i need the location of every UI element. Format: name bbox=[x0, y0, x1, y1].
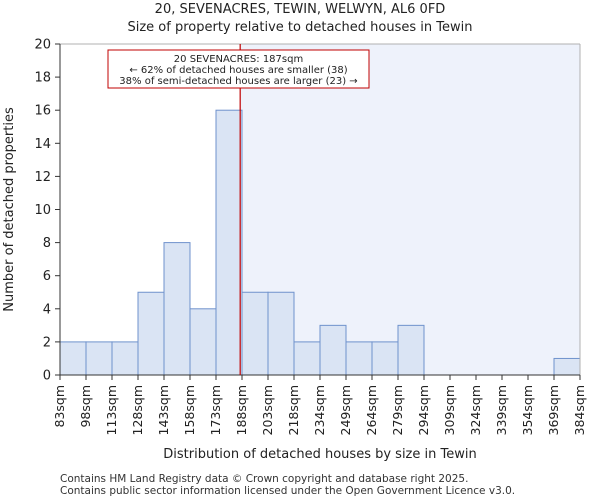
annotation-line-1: 20 SEVENACRES: 187sqm bbox=[174, 54, 303, 65]
histogram-bar bbox=[85, 341, 113, 376]
histogram-bar bbox=[267, 291, 295, 376]
x-tick-label: 324sqm bbox=[468, 385, 483, 435]
y-tick-label: 14 bbox=[34, 137, 51, 152]
histogram-bar bbox=[553, 357, 581, 376]
histogram-bar bbox=[397, 324, 425, 376]
histogram-bar bbox=[345, 341, 373, 376]
y-tick-label: 18 bbox=[34, 71, 51, 86]
x-tick-label: 173sqm bbox=[208, 385, 223, 435]
x-tick-label: 294sqm bbox=[416, 385, 431, 435]
footer-line-1: Contains HM Land Registry data © Crown c… bbox=[60, 473, 469, 485]
x-tick-label: 264sqm bbox=[364, 385, 379, 435]
x-tick-label: 369sqm bbox=[546, 385, 561, 435]
annotation-line-3: 38% of semi-detached houses are larger (… bbox=[119, 76, 357, 87]
x-tick-label: 143sqm bbox=[156, 385, 171, 435]
x-axis-label: Distribution of detached houses by size … bbox=[163, 447, 476, 462]
x-tick-label: 83sqm bbox=[52, 385, 67, 428]
chart-subtitle: Size of property relative to detached ho… bbox=[127, 20, 473, 35]
y-tick-label: 20 bbox=[34, 38, 51, 53]
x-tick-label: 203sqm bbox=[260, 385, 275, 435]
x-tick-label: 384sqm bbox=[572, 385, 587, 435]
x-tick-label: 234sqm bbox=[312, 385, 327, 435]
histogram-bar bbox=[241, 291, 269, 376]
histogram-bar bbox=[189, 308, 217, 376]
x-tick-label: 309sqm bbox=[442, 385, 457, 435]
histogram-bar bbox=[371, 341, 399, 376]
y-tick-label: 4 bbox=[43, 302, 51, 317]
y-tick-label: 16 bbox=[34, 104, 51, 119]
x-tick-label: 98sqm bbox=[78, 385, 93, 428]
x-tick-label: 339sqm bbox=[494, 385, 509, 435]
x-tick-label: 113sqm bbox=[104, 385, 119, 435]
y-tick-label: 0 bbox=[43, 369, 51, 384]
footer-line-2: Contains public sector information licen… bbox=[60, 485, 516, 497]
histogram-bar bbox=[137, 291, 165, 376]
x-tick-label: 158sqm bbox=[182, 385, 197, 435]
x-tick-label: 128sqm bbox=[130, 385, 145, 435]
histogram-bar bbox=[163, 242, 191, 376]
x-tick-label: 188sqm bbox=[234, 385, 249, 435]
x-tick-label: 218sqm bbox=[286, 385, 301, 435]
histogram-bar bbox=[59, 341, 87, 376]
y-axis-label: Number of detached properties bbox=[2, 107, 17, 312]
x-tick-label: 354sqm bbox=[520, 385, 535, 435]
histogram-bar bbox=[111, 341, 139, 376]
highlight-region bbox=[240, 44, 580, 375]
y-tick-label: 10 bbox=[34, 203, 51, 218]
x-tick-label: 249sqm bbox=[338, 385, 353, 435]
y-tick-label: 6 bbox=[43, 269, 51, 284]
annotation-line-2: ← 62% of detached houses are smaller (38… bbox=[129, 65, 347, 76]
y-tick-label: 2 bbox=[43, 335, 51, 350]
histogram-bar bbox=[319, 324, 347, 376]
y-tick-label: 8 bbox=[43, 236, 51, 251]
histogram-bar bbox=[215, 109, 243, 376]
chart-title: 20, SEVENACRES, TEWIN, WELWYN, AL6 0FD bbox=[154, 2, 446, 17]
histogram-bar bbox=[293, 341, 321, 376]
y-tick-label: 12 bbox=[34, 170, 51, 185]
annotation-box bbox=[107, 49, 370, 89]
x-tick-label: 279sqm bbox=[390, 385, 405, 435]
